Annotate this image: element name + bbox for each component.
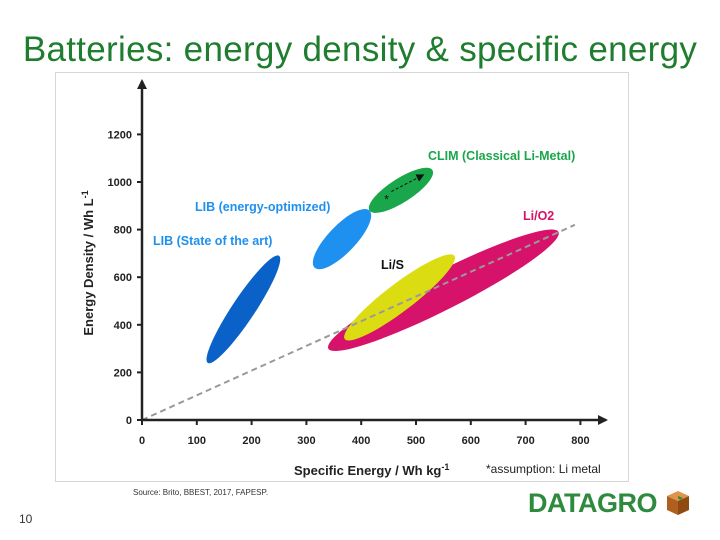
y-tick-label: 200 [114,367,132,379]
y-tick-label: 800 [114,225,132,237]
clim-arrow [391,174,425,192]
y-tick-label: 0 [126,415,132,427]
series-li-s-ellipse [344,254,455,341]
x-tick-label: 400 [352,435,370,447]
y-tick-label: 1200 [108,129,132,141]
assumption-marker: * [384,192,389,206]
x-axis-label: Specific Energy / Wh kg-1 [294,462,449,478]
y-tick-label: 400 [114,320,132,332]
series-lib-energy-optimized-ellipse [312,209,372,270]
cube-icon [667,491,689,515]
x-tick-label: 300 [297,435,315,447]
reference-line [141,223,576,421]
energy-chart: 0 200 400 600 800 1000 1200 0 100 200 300 400 500 600… [80,79,608,478]
datagro-logo: DATAGRO [528,488,693,520]
x-tick-label: 0 [139,435,145,447]
x-tick-label: 800 [571,435,589,447]
x-tick-label: 100 [188,435,206,447]
series-label-lib-energy-optimized: LIB (energy-optimized) [195,200,330,214]
assumption-note: *assumption: Li metal [486,462,601,476]
series-label-li-s: Li/S [381,258,404,272]
x-tick-label: 700 [516,435,534,447]
series-lib-state-of-the-art-ellipse [206,255,281,364]
series-clim-classical-li-metal-ellipse [368,167,434,213]
series-label-li-o2: Li/O2 [523,209,554,223]
source-note: Source: Brito, BBEST, 2017, FAPESP. [133,488,269,497]
logo-text: DATAGRO [528,488,657,518]
page-number: 10 [19,512,33,526]
y-axis-label-superscript: -1 [80,190,90,198]
x-tick-label: 200 [242,435,260,447]
x-axis-label-superscript: -1 [441,462,449,472]
series-label-lib-state-of-the-art: LIB (State of the art) [153,234,272,248]
y-axis-label: Energy Density / Wh L-1 [80,190,96,335]
slide-title: Batteries: energy density & specific ene… [22,30,698,69]
y-tick-label: 1000 [108,177,132,189]
y-tick-label: 600 [114,272,132,284]
chart-frame: 0 200 400 600 800 1000 1200 0 100 200 300 400 500 600… [55,72,629,482]
x-tick-label: 500 [407,435,425,447]
series-label-clim-classical-li-metal: CLIM (Classical Li-Metal) [428,149,575,163]
x-tick-label: 600 [462,435,480,447]
